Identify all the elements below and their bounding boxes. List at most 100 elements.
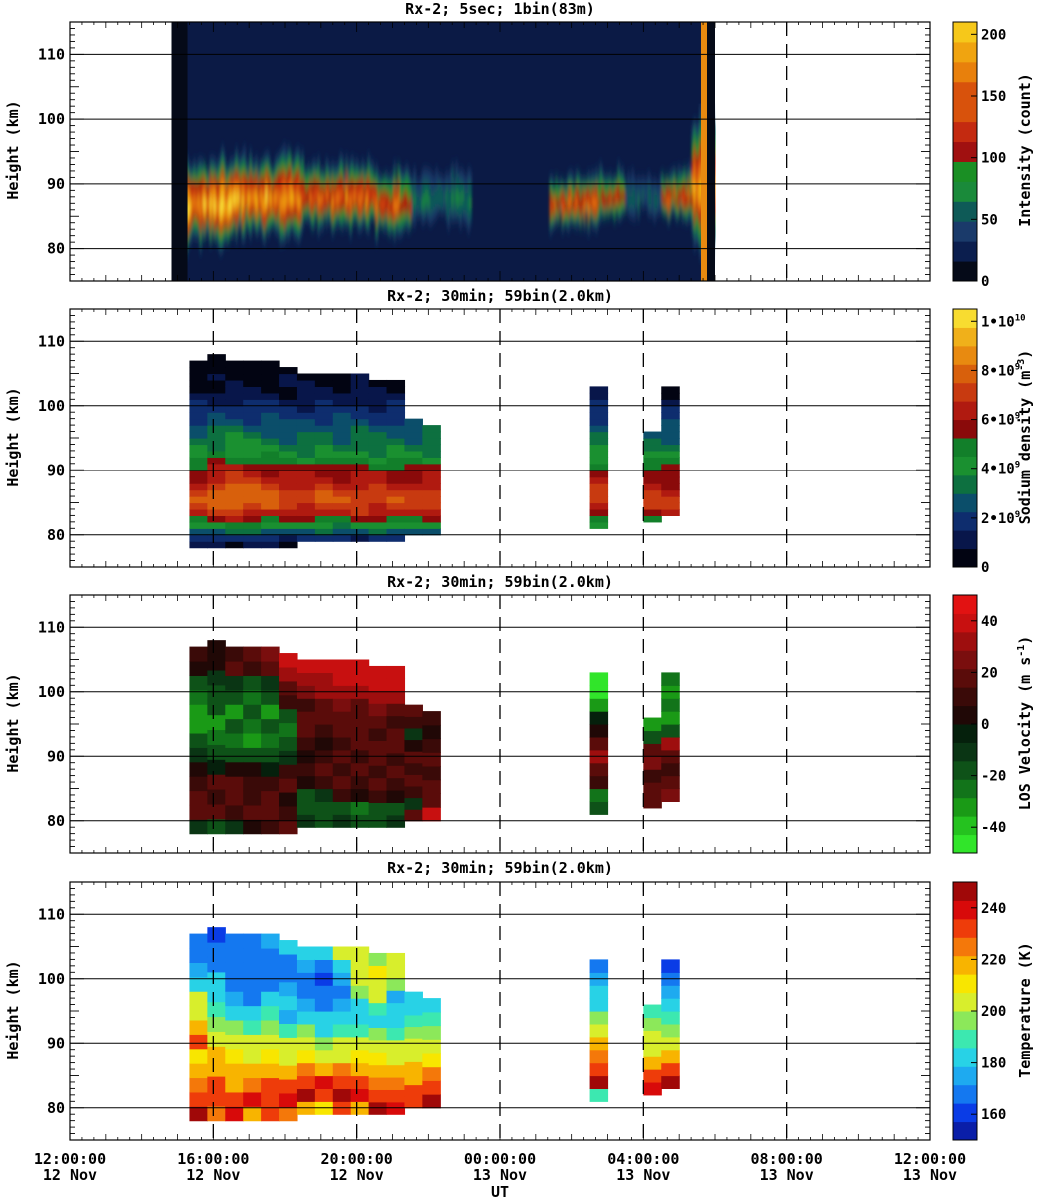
intensity-cell (409, 175, 412, 182)
intensity-cell (381, 207, 384, 214)
density-cell (279, 521, 298, 529)
intensity-cell (441, 177, 444, 184)
density-cell (261, 360, 280, 368)
intensity-cell (557, 183, 560, 189)
colorbar-swatch (953, 474, 977, 494)
intensity-cell (563, 193, 566, 199)
intensity-cell (233, 172, 236, 179)
intensity-cell (375, 217, 378, 223)
intensity-cell (213, 179, 216, 185)
temperature-cell (261, 1091, 280, 1107)
intensity-cell (303, 192, 306, 199)
intensity-cell (243, 167, 246, 174)
intensity-cell (201, 176, 204, 183)
intensity-cell (225, 175, 228, 182)
intensity-cell (449, 170, 452, 177)
density-cell (643, 476, 662, 484)
density-cell (189, 444, 208, 452)
intensity-cell (661, 193, 664, 199)
intensity-cell (263, 160, 266, 167)
intensity-cell (255, 187, 258, 194)
intensity-cell (187, 218, 190, 224)
plot-area (189, 640, 680, 835)
intensity-cell (231, 175, 234, 181)
intensity-cell (207, 215, 210, 222)
intensity-cell (667, 203, 670, 209)
velocity-cell (332, 801, 352, 815)
intensity-cell (281, 179, 284, 186)
intensity-cell (217, 185, 220, 192)
intensity-cell (463, 196, 466, 203)
density-cell (332, 450, 352, 458)
panel-title: Rx-2; 5sec; 1bin(83m) (405, 0, 595, 18)
intensity-cell (201, 171, 204, 177)
intensity-cell (259, 223, 262, 229)
intensity-cell (239, 156, 242, 162)
intensity-cell (385, 182, 388, 189)
colorbar-tick-label: -20 (981, 769, 1006, 785)
density-cell (296, 534, 316, 542)
temperature-cell (207, 986, 226, 1003)
intensity-cell (221, 177, 224, 184)
intensity-cell (289, 218, 292, 225)
temperature-cell (261, 947, 280, 963)
intensity-cell (591, 186, 594, 193)
intensity-cell (239, 218, 242, 225)
intensity-cell (673, 173, 676, 179)
density-cell (189, 476, 208, 484)
density-cell (314, 386, 334, 394)
temperature-cell (368, 977, 388, 991)
density-cell (314, 476, 334, 484)
density-cell (279, 431, 298, 439)
y-tick-label: 80 (47, 812, 65, 830)
intensity-cell (231, 216, 234, 223)
intensity-cell (189, 191, 192, 198)
temperature-cell (189, 976, 208, 992)
velocity-cell (368, 678, 388, 692)
intensity-cell (429, 218, 432, 225)
intensity-cell (351, 214, 354, 220)
intensity-cell (437, 207, 440, 213)
intensity-cell (203, 219, 206, 225)
velocity-cell (422, 793, 441, 808)
intensity-cell (203, 177, 206, 184)
intensity-cell (205, 204, 208, 210)
intensity-cell (431, 179, 434, 186)
intensity-cell (223, 154, 226, 160)
intensity-cell (207, 179, 210, 185)
intensity-cell (611, 184, 614, 191)
intensity-cell (367, 196, 370, 203)
density-cell (350, 508, 370, 516)
velocity-cell (422, 807, 441, 822)
temperature-cell (350, 985, 370, 999)
intensity-cell (395, 185, 398, 191)
intensity-cell (579, 192, 582, 198)
temperature-cell (243, 1019, 262, 1035)
density-cell (189, 496, 208, 504)
colorbar-tick-label: 0 (981, 274, 989, 290)
intensity-cell (201, 197, 204, 203)
intensity-cell (249, 207, 252, 213)
intensity-cell (275, 208, 278, 214)
intensity-cell (587, 208, 590, 214)
intensity-cell (267, 153, 270, 159)
intensity-cell (293, 216, 296, 223)
intensity-cell (199, 241, 202, 248)
intensity-cell (199, 226, 202, 232)
intensity-cell (363, 216, 366, 223)
intensity-cell (263, 238, 266, 244)
intensity-cell (267, 220, 270, 227)
intensity-cell (223, 159, 226, 166)
intensity-cell (611, 179, 614, 185)
intensity-cell (575, 207, 578, 213)
intensity-cell (249, 165, 252, 172)
intensity-cell (417, 191, 420, 198)
density-cell (661, 457, 680, 465)
temperature-cell (332, 1075, 352, 1089)
intensity-cell (463, 206, 466, 213)
intensity-cell (565, 196, 568, 202)
intensity-cell (425, 180, 428, 186)
intensity-cell (377, 188, 380, 195)
intensity-cell (693, 129, 696, 136)
intensity-cell (243, 214, 246, 220)
